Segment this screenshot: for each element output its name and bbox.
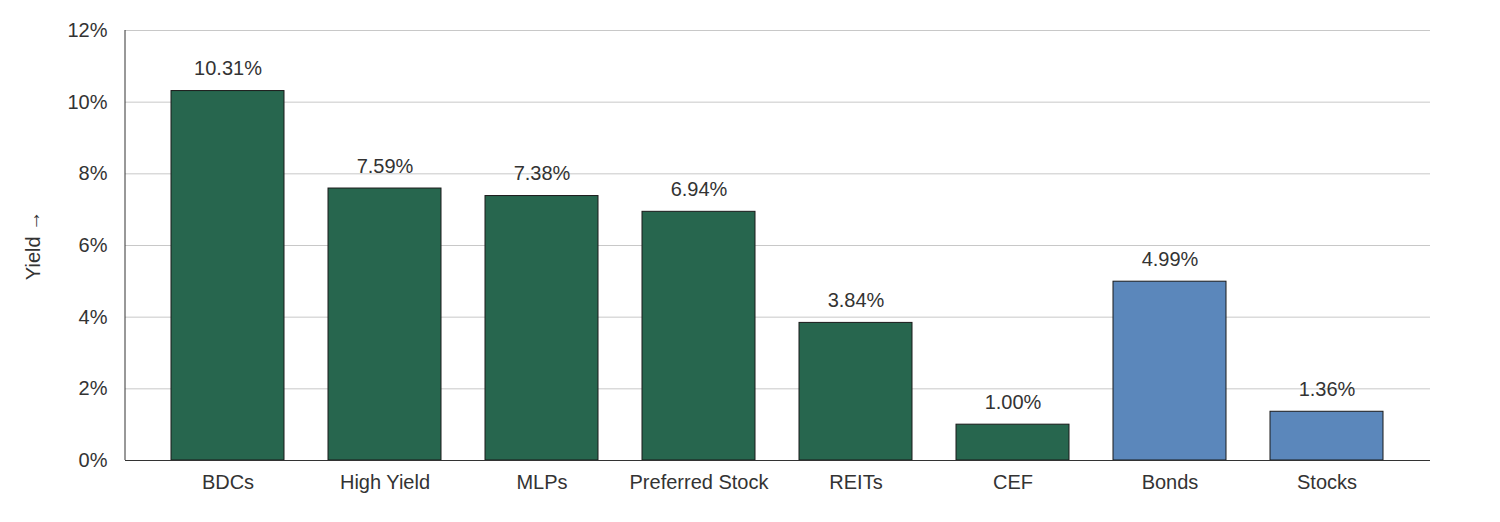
svg-text:Stocks: Stocks	[1297, 471, 1357, 493]
svg-text:1.36%: 1.36%	[1299, 378, 1356, 400]
svg-text:12%: 12%	[67, 19, 107, 41]
svg-text:0%: 0%	[79, 449, 108, 471]
svg-text:10%: 10%	[67, 91, 107, 113]
svg-text:BDCs: BDCs	[202, 471, 254, 493]
svg-text:3.84%: 3.84%	[828, 289, 885, 311]
svg-text:Preferred Stock: Preferred Stock	[630, 471, 770, 493]
svg-text:REITs: REITs	[829, 471, 882, 493]
svg-text:8%: 8%	[79, 162, 108, 184]
svg-text:2%: 2%	[79, 377, 108, 399]
svg-text:4.99%: 4.99%	[1142, 248, 1199, 270]
svg-text:10.31%: 10.31%	[194, 57, 262, 79]
svg-text:6.94%: 6.94%	[671, 178, 728, 200]
svg-text:MLPs: MLPs	[516, 471, 567, 493]
svg-text:CEF: CEF	[993, 471, 1033, 493]
svg-text:7.38%: 7.38%	[514, 162, 571, 184]
svg-text:Yield →: Yield →	[22, 211, 44, 280]
svg-text:4%: 4%	[79, 306, 108, 328]
svg-text:Bonds: Bonds	[1142, 471, 1199, 493]
svg-text:1.00%: 1.00%	[985, 391, 1042, 413]
svg-text:6%: 6%	[79, 234, 108, 256]
svg-text:High Yield: High Yield	[340, 471, 430, 493]
svg-text:7.59%: 7.59%	[357, 155, 414, 177]
